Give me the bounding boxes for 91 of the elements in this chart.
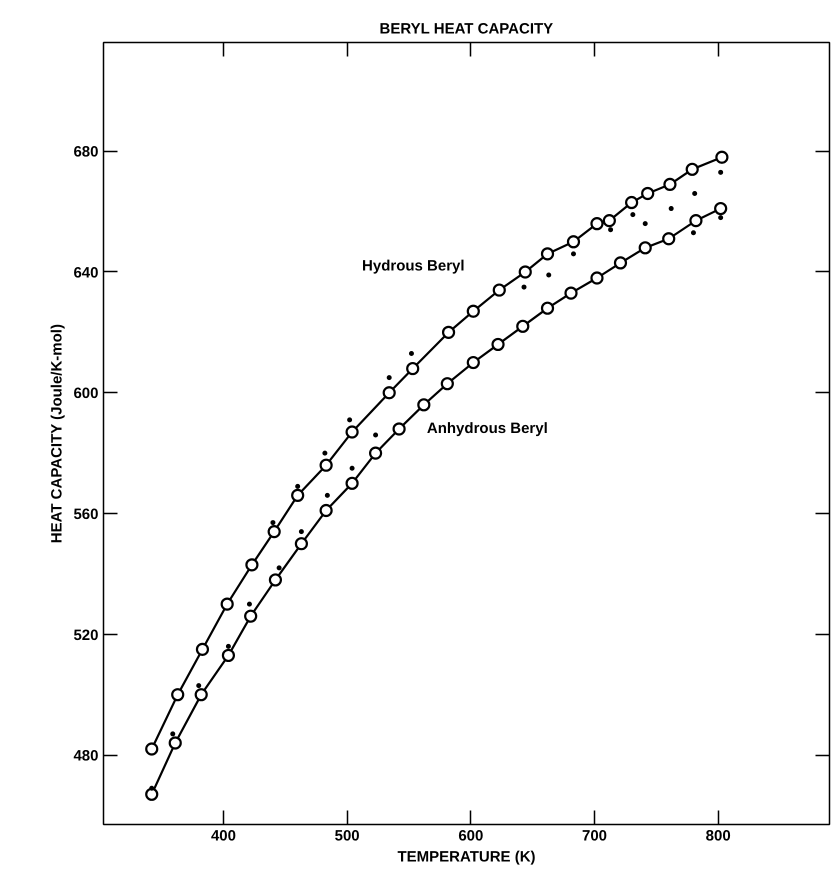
point <box>566 235 580 248</box>
point <box>518 265 532 279</box>
point <box>602 214 616 228</box>
point <box>222 648 236 662</box>
point <box>149 786 154 791</box>
point <box>294 537 308 550</box>
y-tick-label: 680 <box>73 144 99 161</box>
point <box>689 214 703 228</box>
point <box>692 190 698 196</box>
point <box>244 610 258 623</box>
point <box>668 206 674 212</box>
point <box>570 251 576 256</box>
point <box>417 398 430 412</box>
point <box>590 271 604 285</box>
point <box>630 212 636 218</box>
point <box>220 598 234 611</box>
point <box>625 196 638 210</box>
point <box>522 284 527 290</box>
x-axis-title: TEMPERATURE (K) <box>397 848 536 866</box>
point <box>320 504 333 518</box>
text: Hydrous Beryl <box>362 258 465 275</box>
point <box>714 202 728 216</box>
point <box>540 302 554 315</box>
x-tick-label: 800 <box>706 828 731 844</box>
x-tick-label: 700 <box>582 828 608 844</box>
point <box>270 520 276 526</box>
point <box>324 492 330 498</box>
point <box>291 488 304 502</box>
point <box>368 446 382 460</box>
point <box>196 683 202 688</box>
point <box>382 386 396 400</box>
y-tick-label: 640 <box>73 264 99 282</box>
y-tick-label: 480 <box>73 748 99 765</box>
point <box>440 377 454 390</box>
point <box>171 688 184 702</box>
point <box>226 644 231 649</box>
point <box>546 272 552 278</box>
point <box>245 558 259 572</box>
point <box>662 232 676 246</box>
point <box>540 247 554 260</box>
point <box>373 432 378 438</box>
chart-title: BERYL HEAT CAPACITY <box>380 20 554 38</box>
point <box>322 450 328 456</box>
point <box>347 417 352 422</box>
point <box>350 466 355 471</box>
point <box>718 170 724 175</box>
point <box>690 230 696 236</box>
point <box>492 283 506 297</box>
point <box>715 150 728 164</box>
point <box>564 286 578 300</box>
point <box>170 731 176 736</box>
point <box>406 362 420 376</box>
point <box>638 241 652 254</box>
point <box>466 356 480 370</box>
point <box>145 788 158 801</box>
point <box>196 642 210 656</box>
point <box>298 529 304 534</box>
point <box>641 186 654 200</box>
point <box>718 215 724 220</box>
point <box>168 736 182 750</box>
x-tick-label: 600 <box>458 828 484 844</box>
point <box>345 425 359 439</box>
point <box>442 326 456 339</box>
point <box>590 217 604 230</box>
point <box>466 304 480 318</box>
point <box>614 256 628 270</box>
y-tick-label: 520 <box>73 626 99 644</box>
series-label: Anhydrous Beryl <box>426 420 548 438</box>
point <box>392 422 406 436</box>
point <box>491 338 505 352</box>
point <box>268 573 282 587</box>
point <box>145 742 158 756</box>
x-tick-label: 400 <box>210 828 236 844</box>
x-tick-label: 500 <box>334 828 360 844</box>
y-tick-label: 560 <box>73 506 99 524</box>
y-tick-label: 600 <box>73 385 99 402</box>
point <box>345 476 359 490</box>
point <box>194 688 208 702</box>
point <box>246 602 252 607</box>
point <box>642 221 648 226</box>
point <box>386 375 392 380</box>
point <box>408 350 414 356</box>
point <box>295 484 300 489</box>
y-axis-title: HEAT CAPACITY (Joule/K-mol) <box>48 324 66 544</box>
point <box>686 162 699 176</box>
point <box>268 525 281 538</box>
point <box>608 227 614 232</box>
point <box>663 178 677 191</box>
point <box>276 565 282 570</box>
point <box>516 320 530 333</box>
point <box>320 458 333 472</box>
